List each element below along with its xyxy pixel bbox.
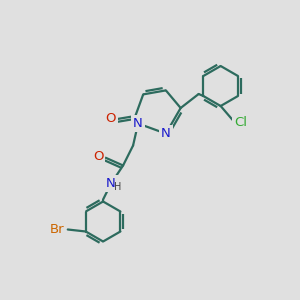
Text: N: N xyxy=(106,177,116,190)
Text: O: O xyxy=(105,112,116,125)
Text: O: O xyxy=(93,150,103,163)
Text: N: N xyxy=(133,117,143,130)
Text: N: N xyxy=(161,127,171,140)
Text: Br: Br xyxy=(50,223,64,236)
Text: H: H xyxy=(114,182,122,193)
Text: Cl: Cl xyxy=(234,116,247,128)
